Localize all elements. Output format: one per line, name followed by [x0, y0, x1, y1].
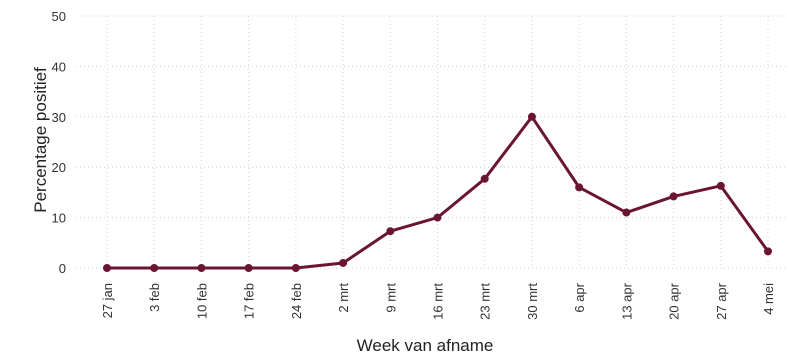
data-point	[150, 264, 159, 272]
x-tick-label: 3 feb	[147, 283, 162, 312]
x-tick-label: 23 mrt	[478, 283, 493, 320]
x-tick-label: 16 mrt	[431, 283, 446, 320]
x-tick-label: 6 apr	[572, 282, 587, 312]
data-point	[433, 213, 442, 222]
x-tick-label: 17 feb	[242, 283, 257, 319]
y-axis-tick-labels: 0 10 20 30 40 50	[52, 9, 66, 276]
x-tick-label: 20 apr	[667, 282, 682, 320]
x-tick-label: 27 jan	[100, 283, 115, 318]
data-point	[197, 264, 206, 272]
x-tick-label: 10 feb	[194, 283, 209, 319]
data-point	[480, 174, 489, 183]
y-tick-label: 40	[52, 59, 66, 74]
x-tick-label: 24 feb	[289, 283, 304, 319]
data-point	[291, 264, 300, 272]
y-axis-title: Percentage positief	[31, 67, 50, 213]
x-tick-label: 2 mrt	[336, 283, 351, 313]
data-point	[244, 264, 253, 272]
data-point	[103, 264, 111, 272]
gridlines	[76, 15, 785, 269]
y-tick-label: 30	[52, 110, 66, 125]
data-point	[622, 208, 631, 217]
x-tick-label: 13 apr	[619, 282, 634, 320]
y-tick-label: 0	[59, 261, 66, 276]
y-tick-label: 10	[52, 211, 66, 226]
data-point	[716, 181, 725, 190]
x-tick-label: 4 mei	[761, 283, 776, 315]
series-layer	[103, 112, 772, 272]
x-tick-label: 9 mrt	[383, 283, 398, 313]
x-tick-label: 30 mrt	[525, 283, 540, 320]
data-point	[527, 112, 536, 121]
data-point	[669, 192, 678, 201]
data-point	[386, 227, 395, 236]
data-point	[339, 258, 348, 267]
x-axis-title: Week van afname	[357, 336, 494, 355]
y-tick-label: 50	[52, 9, 66, 24]
x-axis-tick-labels: 27 jan 3 feb 10 feb 17 feb 24 feb 2 mrt 9 mrt 1…	[100, 282, 776, 320]
x-tick-label: 27 apr	[714, 282, 729, 320]
data-point	[575, 183, 584, 192]
y-tick-label: 20	[52, 160, 66, 175]
data-point	[764, 247, 772, 256]
